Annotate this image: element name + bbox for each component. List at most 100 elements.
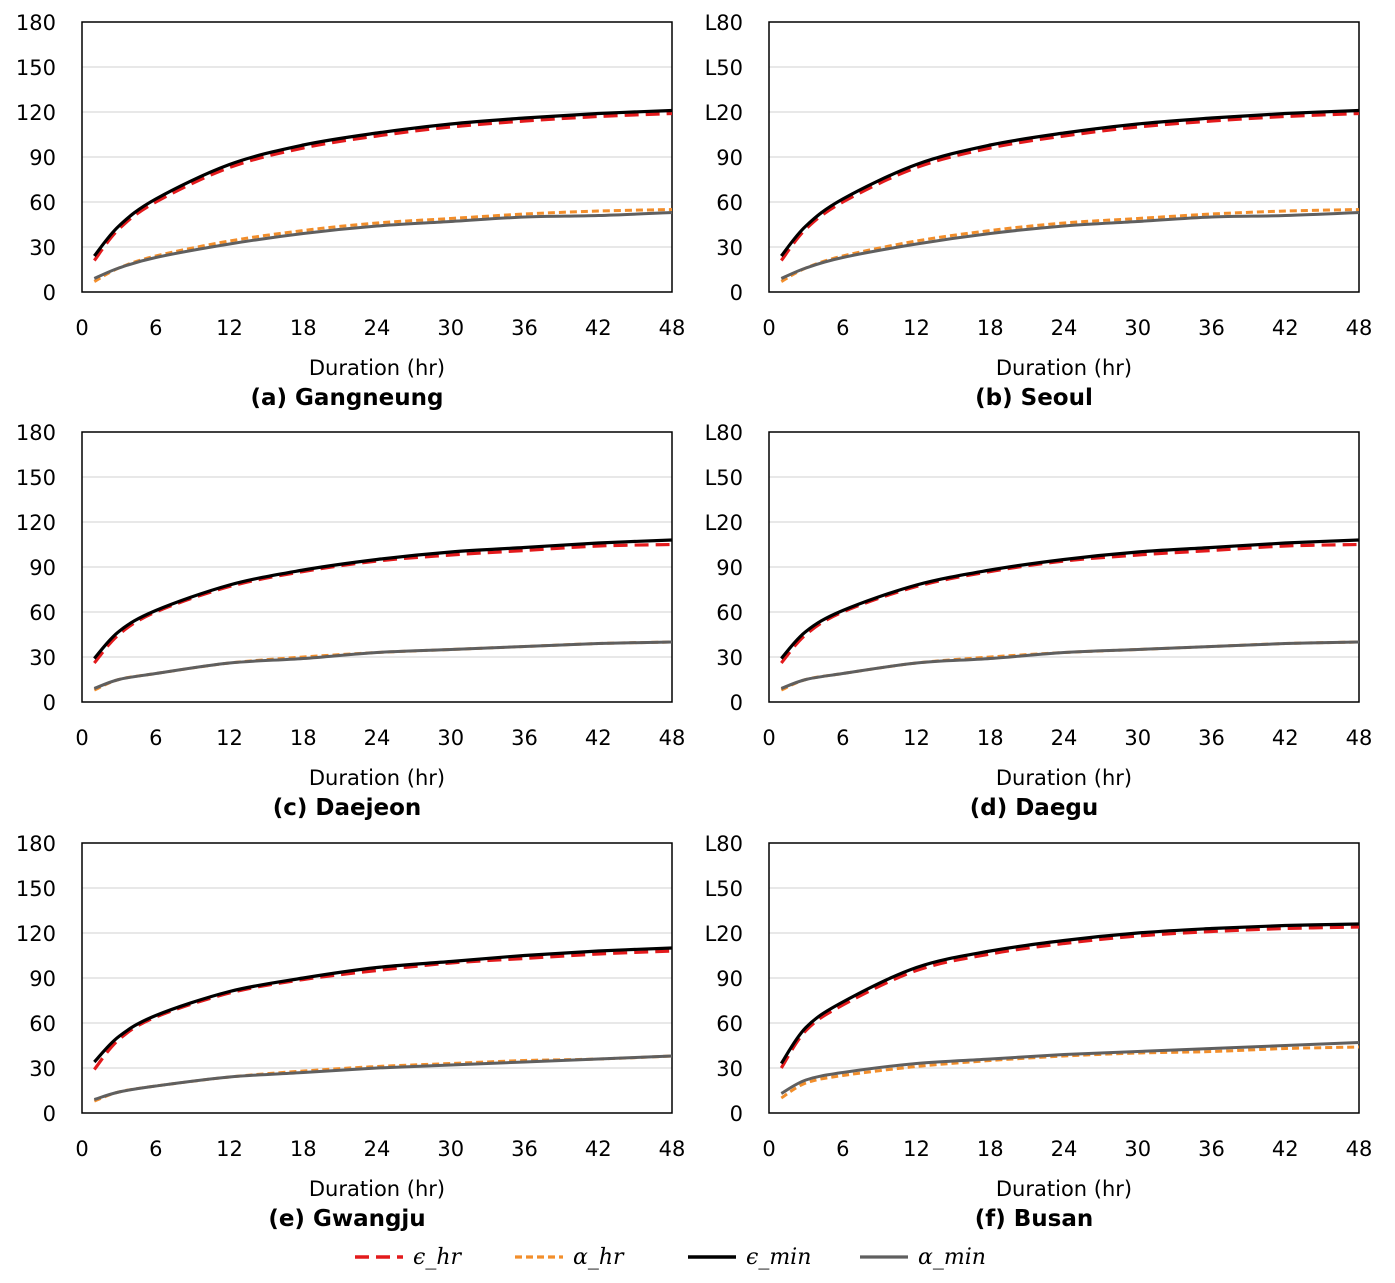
series-line-hr <box>779 925 1360 1069</box>
x-axis-label: Duration (hr) <box>996 1177 1132 1201</box>
y-tick-label: 150 <box>16 466 56 490</box>
x-tick-label: 48 <box>1346 316 1373 340</box>
y-tick-label: 90 <box>716 967 743 991</box>
x-tick-label: 6 <box>149 726 162 750</box>
y-tick-label: 30 <box>29 236 56 260</box>
y-tick-label: 180 <box>16 11 56 35</box>
x-tick-label: 12 <box>216 726 243 750</box>
x-tick-label: 18 <box>290 726 317 750</box>
x-tick-label: 12 <box>903 1137 930 1161</box>
x-tick-label: 30 <box>1124 726 1151 750</box>
series-line-min <box>93 108 673 258</box>
x-tick-label: 24 <box>364 1137 391 1161</box>
x-tick-label: 12 <box>216 1137 243 1161</box>
x-tick-label: 36 <box>1198 726 1225 750</box>
x-tick-label: 0 <box>762 726 775 750</box>
x-tick-label: 42 <box>1272 726 1299 750</box>
x-tick-label: 42 <box>1272 1137 1299 1161</box>
y-tick-label: 0 <box>43 1102 56 1126</box>
chart-title: (a) Gangneung <box>251 385 444 411</box>
x-tick-label: 12 <box>903 726 930 750</box>
legend-label-hr: α_hr <box>573 1245 625 1270</box>
x-tick-label: 6 <box>836 316 849 340</box>
x-tick-label: 0 <box>75 1137 88 1161</box>
chart-title: (c) Daejeon <box>273 795 422 821</box>
x-tick-label: 24 <box>1051 316 1078 340</box>
y-tick-label: 150 <box>16 877 56 901</box>
y-tick-label: 120 <box>16 511 56 535</box>
x-axis-label: Duration (hr) <box>996 356 1132 380</box>
y-tick-label: 0 <box>730 691 743 715</box>
y-tick-label: 90 <box>29 967 56 991</box>
x-tick-label: 0 <box>762 1137 775 1161</box>
series-line-hr <box>780 111 1360 262</box>
x-tick-label: 18 <box>977 316 1004 340</box>
series-line-hr <box>780 208 1360 283</box>
series-line-min <box>780 640 1360 690</box>
x-tick-label: 24 <box>1051 1137 1078 1161</box>
x-tick-label: 0 <box>75 316 88 340</box>
series-line-hr <box>93 949 673 1071</box>
chart-title: (f) Busan <box>975 1206 1094 1232</box>
y-tick-label: 60 <box>716 1012 743 1036</box>
x-axis-label: Duration (hr) <box>309 766 445 790</box>
series-line-hr <box>93 640 673 692</box>
series-line-min <box>93 211 673 280</box>
y-tick-label: 0 <box>730 1102 743 1126</box>
y-tick-label: 180 <box>16 832 56 856</box>
x-tick-label: 36 <box>511 316 538 340</box>
legend-label-hr: ϵ_hr <box>413 1245 462 1270</box>
legend-label-min: α_min <box>918 1245 986 1270</box>
series-line-min <box>93 538 673 660</box>
y-tick-label: 0 <box>43 281 56 305</box>
x-tick-label: 48 <box>659 1137 686 1161</box>
x-tick-label: 30 <box>437 726 464 750</box>
plot-frame <box>768 21 1360 293</box>
legend-label-min: ϵ_min <box>746 1245 811 1270</box>
series-line-hr <box>780 640 1360 692</box>
y-tick-label: L20 <box>705 511 743 535</box>
plot-frame <box>81 842 673 1114</box>
plot-frame <box>768 842 1360 1114</box>
y-tick-label: 90 <box>716 146 743 170</box>
y-tick-label: 90 <box>29 556 56 580</box>
chart-panel-d-daegu: 0 30 60 90 L20 L50 L80 0 6 12 18 24 30 36 42 48 Duration… <box>705 421 1373 821</box>
x-tick-label: 18 <box>290 316 317 340</box>
chart-panel-f-busan: 0 30 60 90 L20 L50 L80 0 6 12 18 24 30 36 42 48 Duration… <box>705 832 1373 1232</box>
y-tick-label: L50 <box>705 466 743 490</box>
series-line-hr <box>93 1054 673 1103</box>
x-axis-label: Duration (hr) <box>309 1177 445 1201</box>
y-tick-label: 60 <box>29 601 56 625</box>
y-tick-label: 120 <box>16 922 56 946</box>
series-line-min <box>93 946 673 1064</box>
chart-title: (d) Daegu <box>970 795 1099 821</box>
x-tick-label: 30 <box>437 1137 464 1161</box>
x-tick-label: 6 <box>836 726 849 750</box>
x-tick-label: 0 <box>75 726 88 750</box>
x-tick-label: 36 <box>1198 316 1225 340</box>
y-tick-label: L80 <box>705 11 743 35</box>
y-tick-label: L20 <box>705 101 743 125</box>
x-tick-label: 36 <box>511 726 538 750</box>
y-tick-label: 0 <box>730 281 743 305</box>
x-tick-label: 30 <box>1124 316 1151 340</box>
series-line-min <box>780 211 1360 280</box>
series-line-min <box>780 538 1360 660</box>
x-tick-label: 48 <box>659 316 686 340</box>
y-tick-label: 90 <box>716 556 743 580</box>
legend: ϵ_hr α_hr ϵ_min α_min <box>355 1245 986 1270</box>
x-tick-label: 24 <box>364 316 391 340</box>
chart-panel-e-gwangju: 0 30 60 90 120 150 180 0 6 12 18 24 30 36 42 48 Duration… <box>16 832 685 1232</box>
series-line-hr <box>93 208 673 283</box>
x-tick-label: 42 <box>1272 316 1299 340</box>
y-tick-label: 180 <box>16 421 56 445</box>
x-tick-label: 6 <box>149 316 162 340</box>
series-line-hr <box>780 1045 1360 1100</box>
x-tick-label: 18 <box>977 1137 1004 1161</box>
x-tick-label: 48 <box>1346 726 1373 750</box>
y-tick-label: L20 <box>705 922 743 946</box>
x-tick-label: 0 <box>762 316 775 340</box>
y-tick-label: 30 <box>29 1057 56 1081</box>
x-tick-label: 42 <box>585 316 612 340</box>
